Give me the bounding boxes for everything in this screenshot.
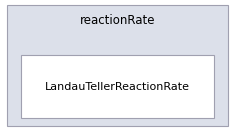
FancyBboxPatch shape [21, 55, 214, 118]
Text: reactionRate: reactionRate [80, 14, 155, 28]
Text: LandauTellerReactionRate: LandauTellerReactionRate [45, 82, 190, 92]
FancyBboxPatch shape [7, 5, 228, 126]
